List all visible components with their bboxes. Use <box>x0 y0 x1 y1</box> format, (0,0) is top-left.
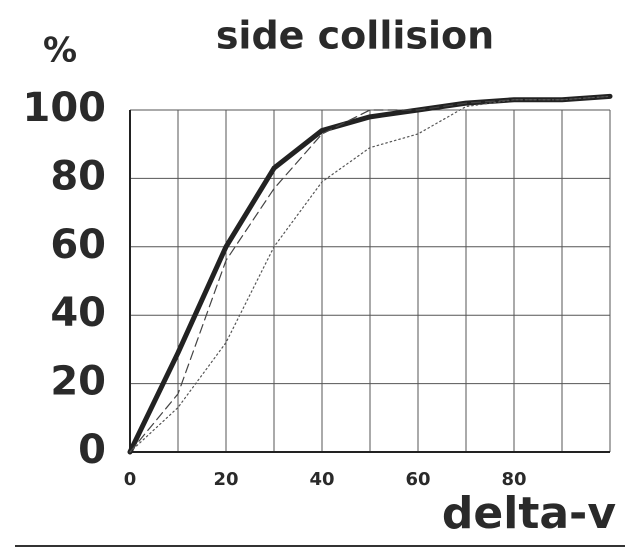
y-tick-label: 40 <box>50 290 106 336</box>
y-axis-label: % <box>43 31 77 71</box>
y-tick-label: 20 <box>50 359 106 405</box>
x-axis-label: delta-v <box>442 488 616 539</box>
chart-title: side collision <box>216 14 494 58</box>
y-tick-label: 80 <box>50 153 106 199</box>
y-tick-label: 0 <box>78 427 106 473</box>
x-tick-label: 80 <box>501 469 526 490</box>
series-line <box>129 95 611 453</box>
x-tick-label: 40 <box>309 469 334 490</box>
y-tick-label: 100 <box>23 85 107 131</box>
x-tick-label: 0 <box>124 469 137 490</box>
x-tick-label: 20 <box>213 469 238 490</box>
x-tick-label: 60 <box>405 469 430 490</box>
y-tick-label: 60 <box>50 222 106 268</box>
